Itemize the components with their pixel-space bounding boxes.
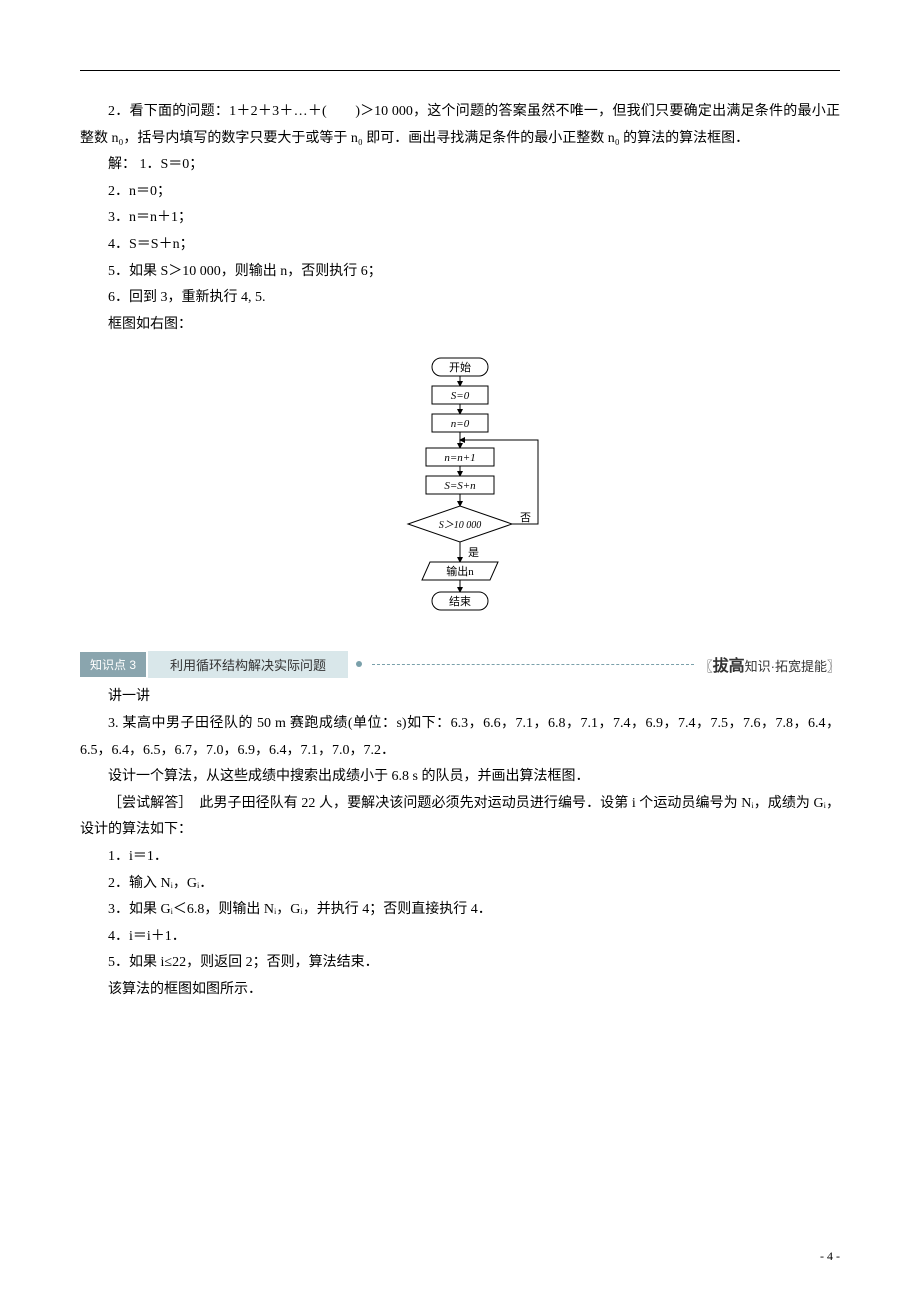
section-right-label: 〖拔高知识·拓宽提能〗 <box>700 652 840 676</box>
fc-n-init: n=0 <box>451 418 470 430</box>
solution-step-3: 3．n＝n＋1； <box>108 205 840 232</box>
solution-step-4: 4．S＝S＋n； <box>108 232 840 259</box>
dot-icon <box>356 661 362 667</box>
p3-end-note: 该算法的框图如图所示． <box>80 977 840 1004</box>
page-number: - 4 - <box>820 1249 840 1264</box>
section-badge: 知识点 3 <box>80 652 146 677</box>
fc-n-incr: n=n+1 <box>444 452 475 464</box>
fc-yes: 是 <box>468 546 479 559</box>
top-rule <box>80 70 840 71</box>
flowchart-problem-2: 开始 S=0 n=0 n=n+1 S=S+n S＞10 000 否 <box>80 356 840 640</box>
solution-step-6: 6．回到 3，重新执行 4, 5. <box>108 285 840 312</box>
fc-end: 结束 <box>449 595 471 608</box>
solution-step-2: 2．n＝0； <box>108 179 840 206</box>
section-header: 知识点 3 利用循环结构解决实际问题 〖拔高知识·拓宽提能〗 <box>80 650 840 678</box>
document-page: 2．看下面的问题：1＋2＋3＋…＋( )＞10 000，这个问题的答案虽然不唯一… <box>0 0 920 1302</box>
solution-label: 解： <box>108 157 136 172</box>
problem-3-attempt: ［尝试解答］ 此男子田径队有 22 人，要解决该问题必须先对运动员进行编号．设第… <box>80 791 840 844</box>
fc-s-add: S=S+n <box>444 480 476 492</box>
diagram-note: 框图如右图： <box>108 312 840 339</box>
solution-step-1: 解： 1．S＝0； <box>108 152 840 179</box>
solution-step-5: 5．如果 S＞10 000，则输出 n，否则执行 6； <box>108 259 840 286</box>
p3-step-3: 3．如果 Gᵢ＜6.8，则输出 Nᵢ，Gᵢ，并执行 4；否则直接执行 4． <box>108 897 840 924</box>
problem-3-stmt1: 3. 某高中男子田径队的 50 m 赛跑成绩(单位：s)如下：6.3，6.6，7… <box>80 711 840 764</box>
p3-step-2: 2．输入 Nᵢ，Gᵢ． <box>108 871 840 898</box>
p3-step-1: 1．i＝1． <box>108 844 840 871</box>
flowchart-svg: 开始 S=0 n=0 n=n+1 S=S+n S＞10 000 否 <box>360 356 560 640</box>
problem-2-intro: 2．看下面的问题：1＋2＋3＋…＋( )＞10 000，这个问题的答案虽然不唯一… <box>80 99 840 152</box>
lecture-label: 讲一讲 <box>80 684 840 711</box>
fc-no: 否 <box>520 512 531 524</box>
problem-3-stmt2: 设计一个算法，从这些成绩中搜索出成绩小于 6.8 s 的队员，并画出算法框图． <box>80 764 840 791</box>
p3-step-4: 4．i＝i＋1． <box>108 924 840 951</box>
section-title: 利用循环结构解决实际问题 <box>148 651 348 678</box>
fc-cond: S＞10 000 <box>439 520 482 531</box>
fc-s-init: S=0 <box>451 390 470 402</box>
fc-start: 开始 <box>449 360 471 374</box>
fc-output: 输出n <box>446 564 474 578</box>
section-divider <box>372 664 694 665</box>
p3-step-5: 5．如果 i≤22，则返回 2；否则，算法结束． <box>108 950 840 977</box>
